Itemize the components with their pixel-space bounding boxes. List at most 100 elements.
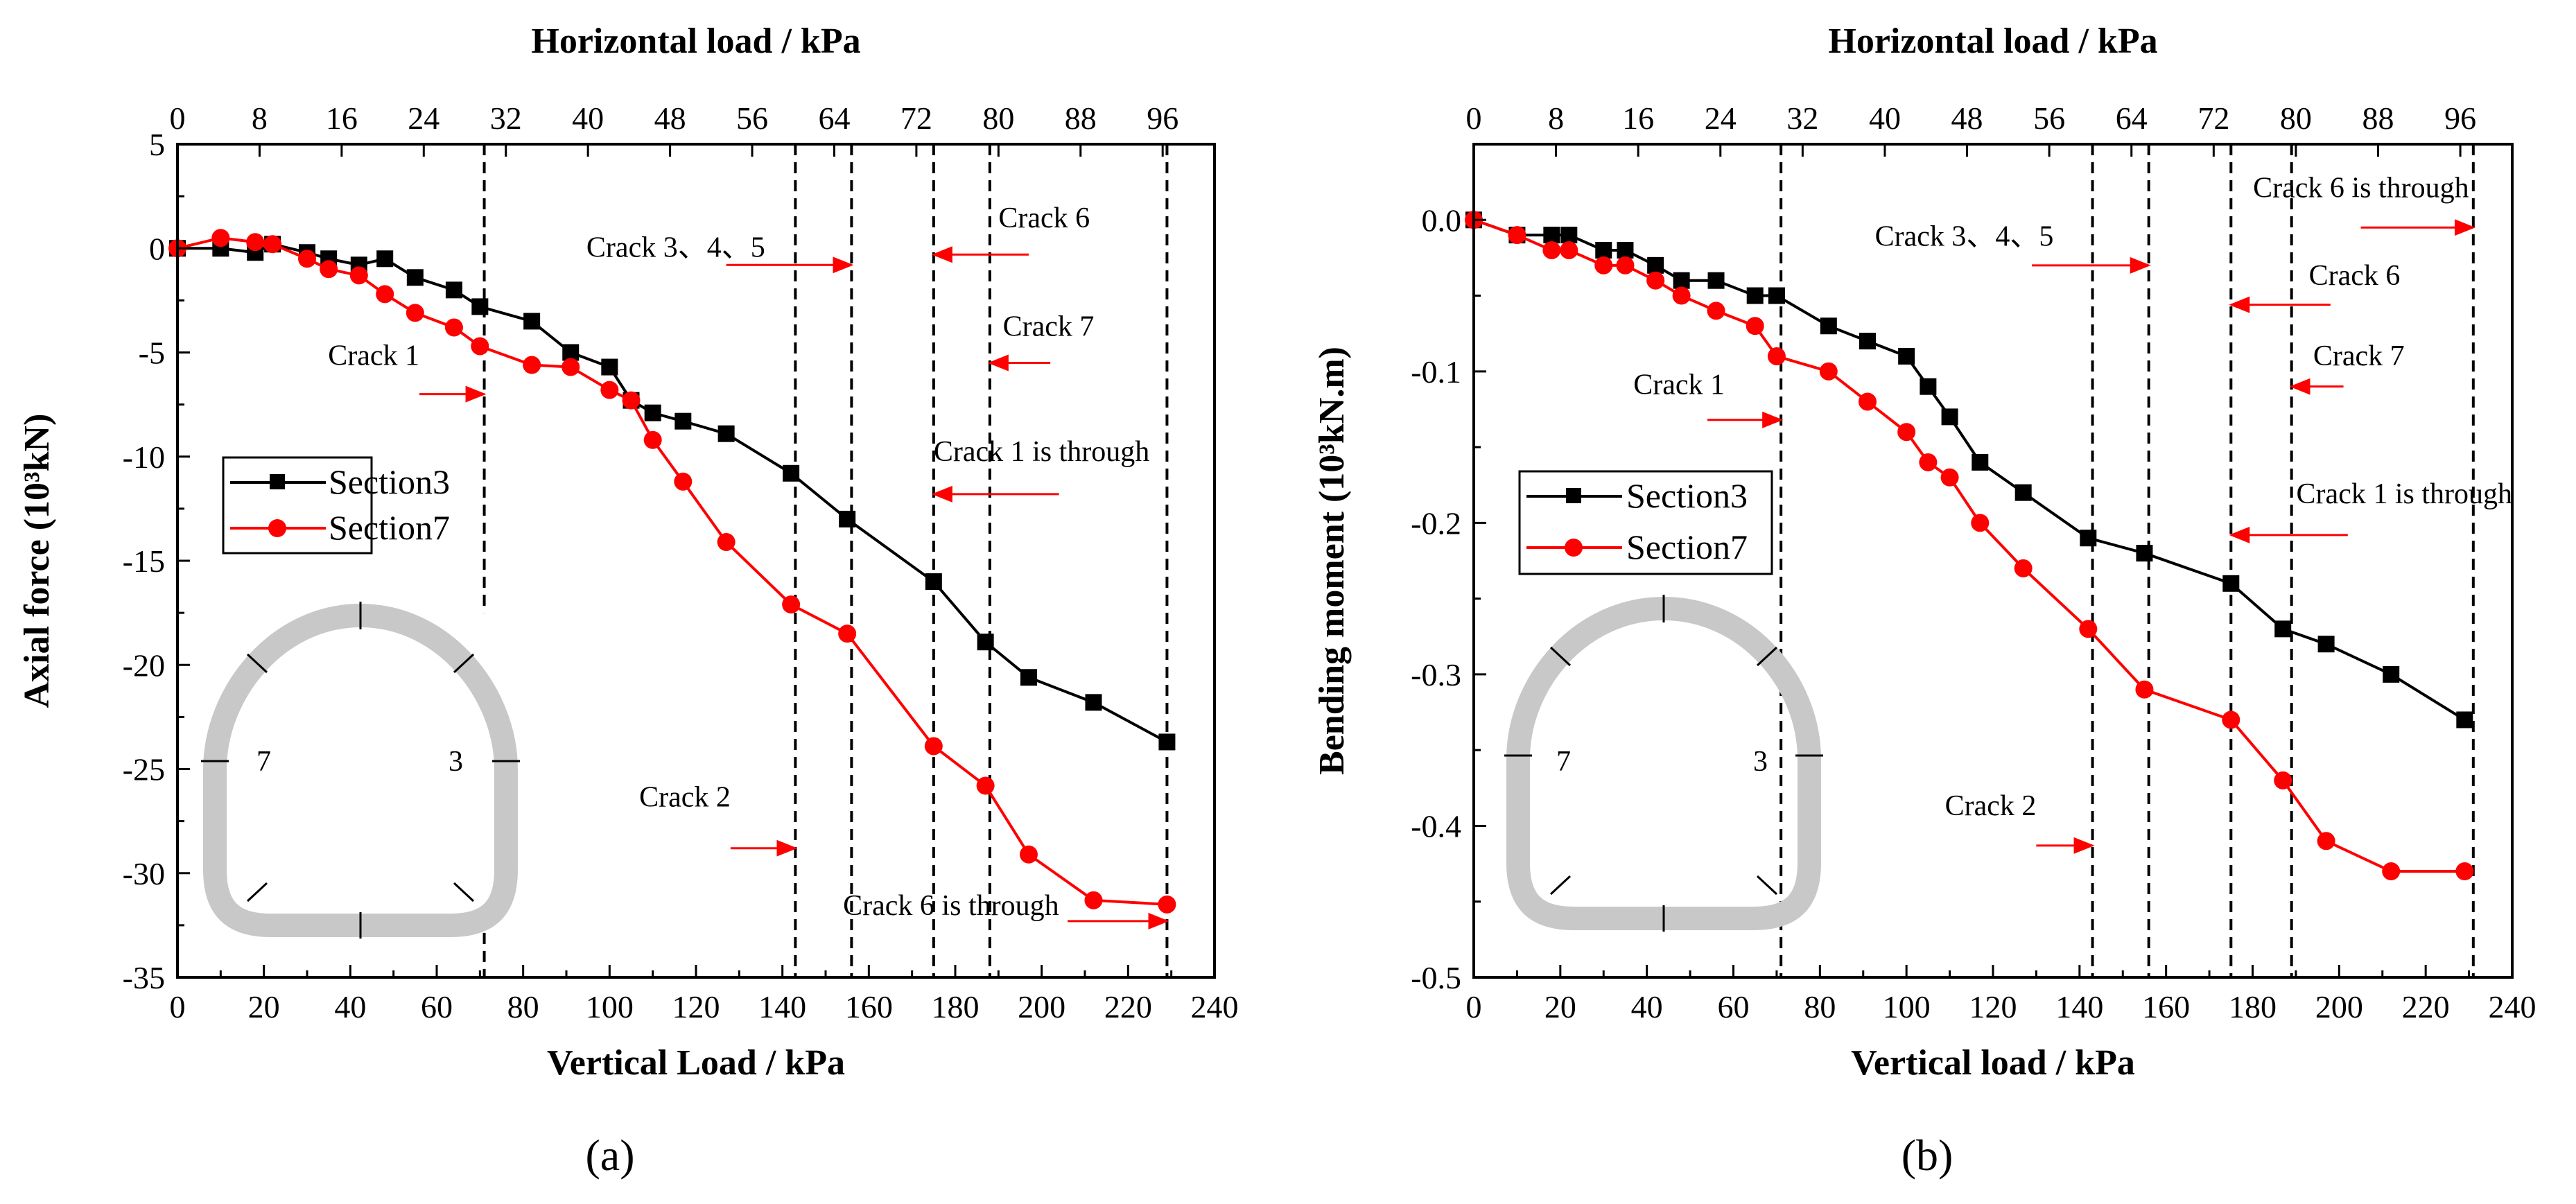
y-tick-label: -0.4 [1411, 808, 1461, 844]
crack-annotation: Crack 2 [639, 782, 731, 814]
data-point-section3 [1595, 241, 1612, 259]
data-point-section3 [1020, 669, 1037, 686]
crack-annotation: Crack 1 is through [2297, 478, 2512, 510]
x-tick-label: 80 [1804, 989, 1836, 1024]
y-tick-label: -0.1 [1411, 354, 1461, 390]
x2-axis-title: Horizontal load / kPa [1828, 21, 2157, 61]
data-point-section3 [1820, 317, 1837, 335]
data-point-section3 [1158, 733, 1176, 751]
x-tick-label: 60 [421, 989, 453, 1024]
data-point-section7 [2014, 559, 2033, 577]
crack-annotation: Crack 7 [1003, 311, 1095, 342]
data-point-section7 [1672, 286, 1691, 305]
x-tick-label: 80 [507, 989, 539, 1024]
data-point-section3 [1898, 347, 1915, 365]
data-point-section7 [1616, 256, 1635, 274]
data-point-section7 [717, 532, 736, 551]
data-point-section7 [643, 430, 662, 449]
x2-tick-label: 32 [490, 101, 522, 136]
ring-joint [1756, 875, 1778, 896]
crack-annotation: Crack 7 [2313, 340, 2405, 372]
inset-label-section3: 3 [1753, 746, 1768, 778]
x2-tick-label: 64 [2116, 101, 2148, 136]
data-point-section7 [406, 304, 424, 322]
crack-annotation: Crack 1 [1633, 369, 1725, 401]
x2-tick-label: 80 [982, 101, 1014, 136]
x-tick-label: 120 [1969, 989, 2017, 1024]
data-point-section7 [1858, 392, 1877, 411]
x2-tick-label: 64 [818, 101, 850, 136]
x-tick-label: 100 [586, 989, 634, 1024]
x2-tick-label: 40 [1869, 101, 1901, 136]
data-point-section7 [1019, 845, 1038, 864]
data-point-section3 [376, 250, 394, 268]
legend-box [222, 456, 373, 555]
data-point-section7 [622, 391, 641, 410]
x2-tick-label: 88 [2362, 101, 2394, 136]
x-tick-label: 200 [1018, 989, 1065, 1024]
x2-tick-label: 56 [2033, 101, 2065, 136]
y-tick-label: 5 [149, 127, 165, 162]
data-point-section7 [320, 260, 338, 279]
data-point-section3 [2274, 620, 2292, 638]
data-point-section7 [2455, 862, 2474, 881]
data-point-section3 [1920, 378, 1937, 395]
legend-label-section7: Section7 [329, 508, 450, 547]
data-point-section3 [644, 404, 661, 421]
x-tick-label: 0 [170, 989, 186, 1024]
y-tick-label: -15 [123, 543, 165, 579]
x2-tick-label: 16 [1622, 101, 1654, 136]
crack-annotation: Crack 6 [2309, 260, 2401, 292]
data-point-section3 [717, 425, 735, 442]
x2-tick-label: 32 [1786, 101, 1818, 136]
data-point-section7 [211, 229, 230, 247]
data-point-section7 [562, 358, 580, 376]
ring-joint [1756, 646, 1778, 667]
data-point-section3 [1972, 453, 1989, 471]
data-point-section7 [1707, 302, 1725, 320]
y-tick-label: -0.3 [1411, 657, 1461, 692]
data-point-section3 [1085, 694, 1102, 711]
legend-label-section7: Section7 [1626, 527, 1748, 566]
x2-axis-title: Horizontal load / kPa [531, 21, 860, 61]
x2-tick-label: 96 [1147, 101, 1178, 136]
x-tick-label: 180 [2229, 989, 2277, 1024]
data-point-section7 [2274, 771, 2292, 789]
data-point-section7 [600, 381, 619, 399]
legend-b: Section3 Section7 [1518, 470, 1773, 575]
x-tick-label: 240 [2489, 989, 2536, 1024]
data-point-section7 [1819, 362, 1838, 381]
data-point-section7 [838, 625, 857, 643]
legend-a: Section3 Section7 [222, 456, 450, 555]
x2-tick-label: 88 [1065, 101, 1097, 136]
data-point-section3 [2383, 665, 2400, 683]
data-point-section7 [1084, 891, 1103, 909]
x-tick-label: 160 [845, 989, 893, 1024]
data-point-section7 [2135, 680, 2154, 699]
x-tick-label: 60 [1718, 989, 1750, 1024]
crack-annotation: Crack 3、4、5 [586, 232, 765, 263]
y-tick-label: -0.2 [1411, 505, 1461, 541]
x-tick-label: 20 [1544, 989, 1576, 1024]
data-point-section7 [2382, 862, 2401, 881]
data-point-section3 [1617, 241, 1634, 259]
x2-tick-label: 96 [2444, 101, 2476, 136]
x2-tick-label: 24 [1705, 101, 1737, 136]
data-point-section7 [1542, 241, 1561, 259]
data-point-section3 [1673, 272, 1690, 289]
x2-tick-label: 56 [736, 101, 768, 136]
x-tick-label: 140 [758, 989, 806, 1024]
x-tick-label: 200 [2315, 989, 2363, 1024]
x2-tick-label: 8 [252, 101, 268, 136]
data-point-section3 [601, 358, 618, 376]
legend-marker-section3 [1566, 488, 1581, 503]
data-point-section7 [471, 337, 489, 356]
ring-joint [246, 653, 268, 674]
data-point-section7 [298, 250, 316, 268]
x2-tick-label: 24 [408, 101, 440, 136]
x-tick-label: 20 [248, 989, 280, 1024]
data-point-section7 [976, 776, 995, 795]
data-point-section3 [471, 298, 489, 315]
data-point-section3 [1859, 333, 1876, 350]
y-tick-label: -5 [139, 335, 165, 371]
